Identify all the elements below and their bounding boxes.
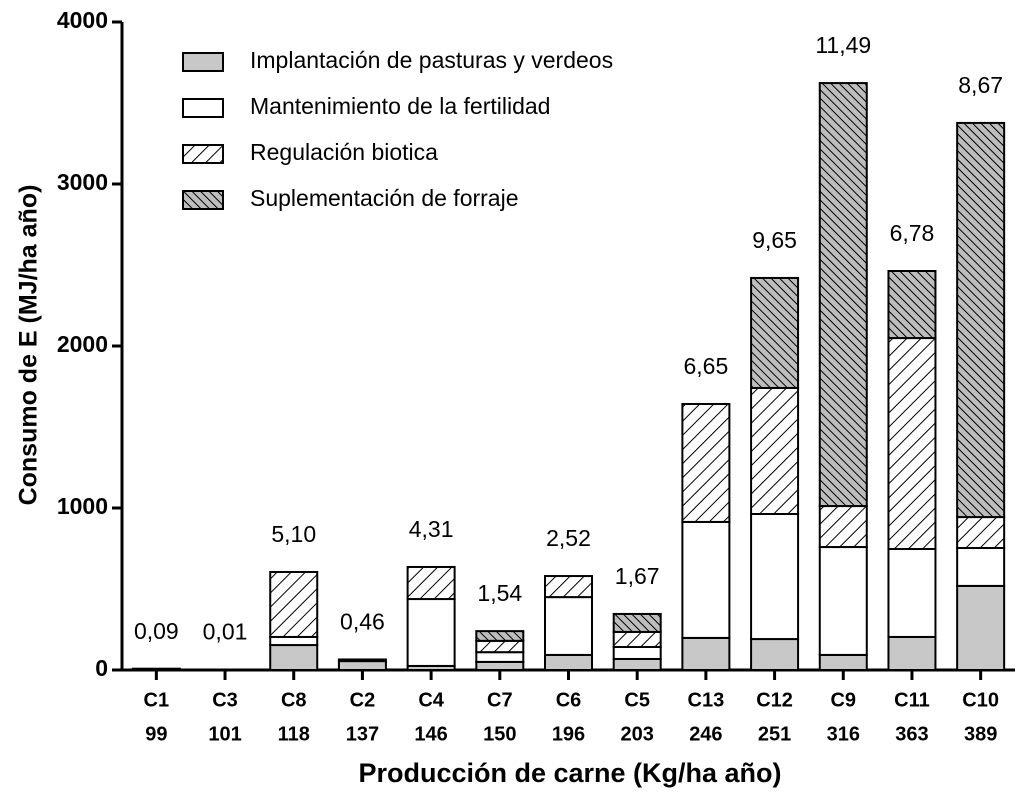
bar-segment (406, 598, 456, 667)
bar-segment (956, 516, 1006, 550)
y-axis-title: Consumo de E (MJ/ha año) (15, 185, 43, 506)
x-tick-sublabel: 137 (346, 723, 379, 745)
bar-segment (750, 512, 800, 641)
x-tick-sublabel: 246 (689, 723, 722, 745)
x-tick-sublabel: 251 (758, 723, 791, 745)
bar-segment (131, 667, 181, 671)
bar-segment (750, 638, 800, 671)
x-tick-label: C4 (418, 689, 444, 711)
x-tick-label: C2 (350, 689, 376, 711)
x-tick-label: C7 (487, 689, 513, 711)
x-tick-label: C13 (688, 689, 725, 711)
x-axis-title: Producción de carne (Kg/ha año) (358, 758, 781, 788)
bar-segment (612, 612, 662, 633)
bar-segment (475, 639, 525, 654)
x-tick-sublabel: 150 (483, 723, 516, 745)
x-tick-label: C12 (756, 689, 793, 711)
bar-segment (612, 657, 662, 672)
x-tick-sublabel: 203 (621, 723, 654, 745)
x-tick-label: C1 (144, 689, 170, 711)
legend-label: Implantación de pasturas y verdeos (250, 47, 613, 73)
bar-segment (337, 658, 387, 663)
x-tick-sublabel: 118 (278, 723, 310, 745)
bar-segment (475, 630, 525, 642)
bar-segment (887, 269, 937, 340)
y-tick-label: 2000 (57, 331, 108, 357)
x-tick-sublabel: 101 (208, 723, 241, 745)
legend-label: Mantenimiento de la fertilidad (250, 93, 550, 119)
y-tick-label: 3000 (57, 169, 108, 195)
bar-segment (887, 337, 937, 550)
legend-swatch (182, 98, 224, 118)
bar-segment (818, 546, 868, 656)
bar-segment (750, 386, 800, 515)
bar-annotation: 0,46 (340, 609, 385, 635)
bar-annotation: 1,54 (477, 580, 522, 606)
y-tick-label: 0 (95, 655, 108, 681)
y-tick-label: 1000 (57, 493, 108, 519)
legend-swatch (182, 52, 224, 72)
legend-swatch (182, 190, 224, 210)
bar-segment (269, 635, 319, 647)
bar-annotation: 6,78 (890, 220, 935, 246)
x-tick-sublabel: 99 (145, 723, 167, 745)
bar-segment (750, 276, 800, 389)
bar-annotation: 2,52 (546, 525, 591, 551)
bar-annotation: 0,09 (134, 618, 179, 644)
bar-annotation: 1,67 (615, 563, 660, 589)
bar-segment (956, 584, 1006, 671)
bar-segment (544, 575, 593, 599)
bar-segment (337, 660, 387, 672)
x-tick-label: C11 (894, 689, 930, 711)
bar-segment (269, 570, 319, 638)
bar-annotation: 4,31 (409, 516, 454, 542)
bar-segment (681, 402, 731, 523)
bar-annotation: 9,65 (752, 227, 797, 253)
bar-segment (956, 121, 1006, 519)
x-tick-label: C10 (962, 689, 999, 711)
bar-segment (612, 630, 662, 648)
bar-segment (956, 547, 1006, 587)
legend-label: Regulación biotica (250, 139, 438, 165)
bar-segment (681, 520, 731, 639)
x-tick-sublabel: 363 (895, 723, 928, 745)
x-tick-label: C6 (556, 689, 582, 711)
legend-swatch (182, 144, 224, 164)
y-tick-label: 4000 (57, 7, 108, 33)
bar-segment (818, 505, 868, 549)
bar-segment (544, 596, 593, 656)
x-tick-label: C9 (830, 689, 856, 711)
bar-annotation: 6,65 (684, 353, 729, 379)
bar-segment (818, 653, 868, 672)
bar-segment (544, 653, 593, 672)
x-tick-label: C8 (281, 689, 307, 711)
bar-annotation: 0,01 (203, 619, 248, 645)
x-tick-sublabel: 196 (552, 723, 585, 745)
bar-segment (612, 645, 662, 660)
bar-segment (681, 636, 731, 672)
bar-segment (406, 565, 456, 601)
x-tick-label: C3 (212, 689, 238, 711)
x-tick-sublabel: 389 (964, 723, 997, 745)
x-tick-sublabel: 146 (414, 723, 447, 745)
bar-segment (269, 644, 319, 672)
bar-segment (887, 547, 937, 638)
legend-label: Suplementación de forraje (250, 185, 519, 211)
x-tick-sublabel: 316 (827, 723, 860, 745)
bar-segment (887, 635, 937, 672)
bar-annotation: 8,67 (958, 72, 1003, 98)
bar-segment (475, 660, 525, 672)
bar-annotation: 5,10 (271, 521, 316, 547)
bar-segment (475, 651, 525, 663)
bar-segment (818, 82, 868, 508)
x-tick-label: C5 (624, 689, 650, 711)
bar-annotation: 11,49 (815, 32, 871, 58)
